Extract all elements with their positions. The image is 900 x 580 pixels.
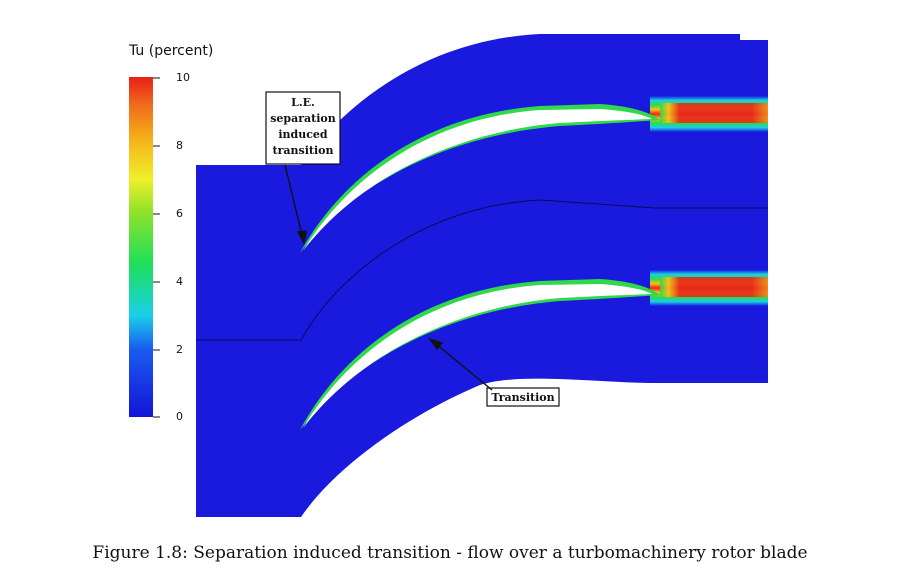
- tick-6: 6: [176, 207, 183, 220]
- upper-blade: [303, 109, 652, 251]
- callout-line-1: L.E.: [291, 96, 315, 109]
- le-separation-callout: L.E. separation induced transition: [265, 91, 341, 165]
- callout-line-3: induced: [278, 128, 328, 141]
- callout-line-2: separation: [270, 112, 336, 125]
- tick-2: 2: [176, 343, 183, 356]
- tick-4: 4: [176, 275, 183, 288]
- transition-arrow: [428, 337, 493, 391]
- tick-10: 10: [176, 71, 190, 84]
- lower-blade: [303, 284, 652, 428]
- tick-8: 8: [176, 139, 183, 152]
- transition-callout: Transition: [486, 387, 560, 407]
- tick-0: 0: [176, 410, 183, 423]
- callout-line-4: transition: [273, 144, 334, 157]
- transition-label: Transition: [491, 391, 554, 404]
- legend-title: Tu (percent): [129, 43, 214, 59]
- colorbar-ticks: [153, 77, 160, 418]
- colorbar: [129, 77, 153, 417]
- figure-caption: Figure 1.8: Separation induced transitio…: [92, 543, 808, 563]
- periodic-boundary: [196, 199, 768, 341]
- le-arrow: [284, 164, 307, 246]
